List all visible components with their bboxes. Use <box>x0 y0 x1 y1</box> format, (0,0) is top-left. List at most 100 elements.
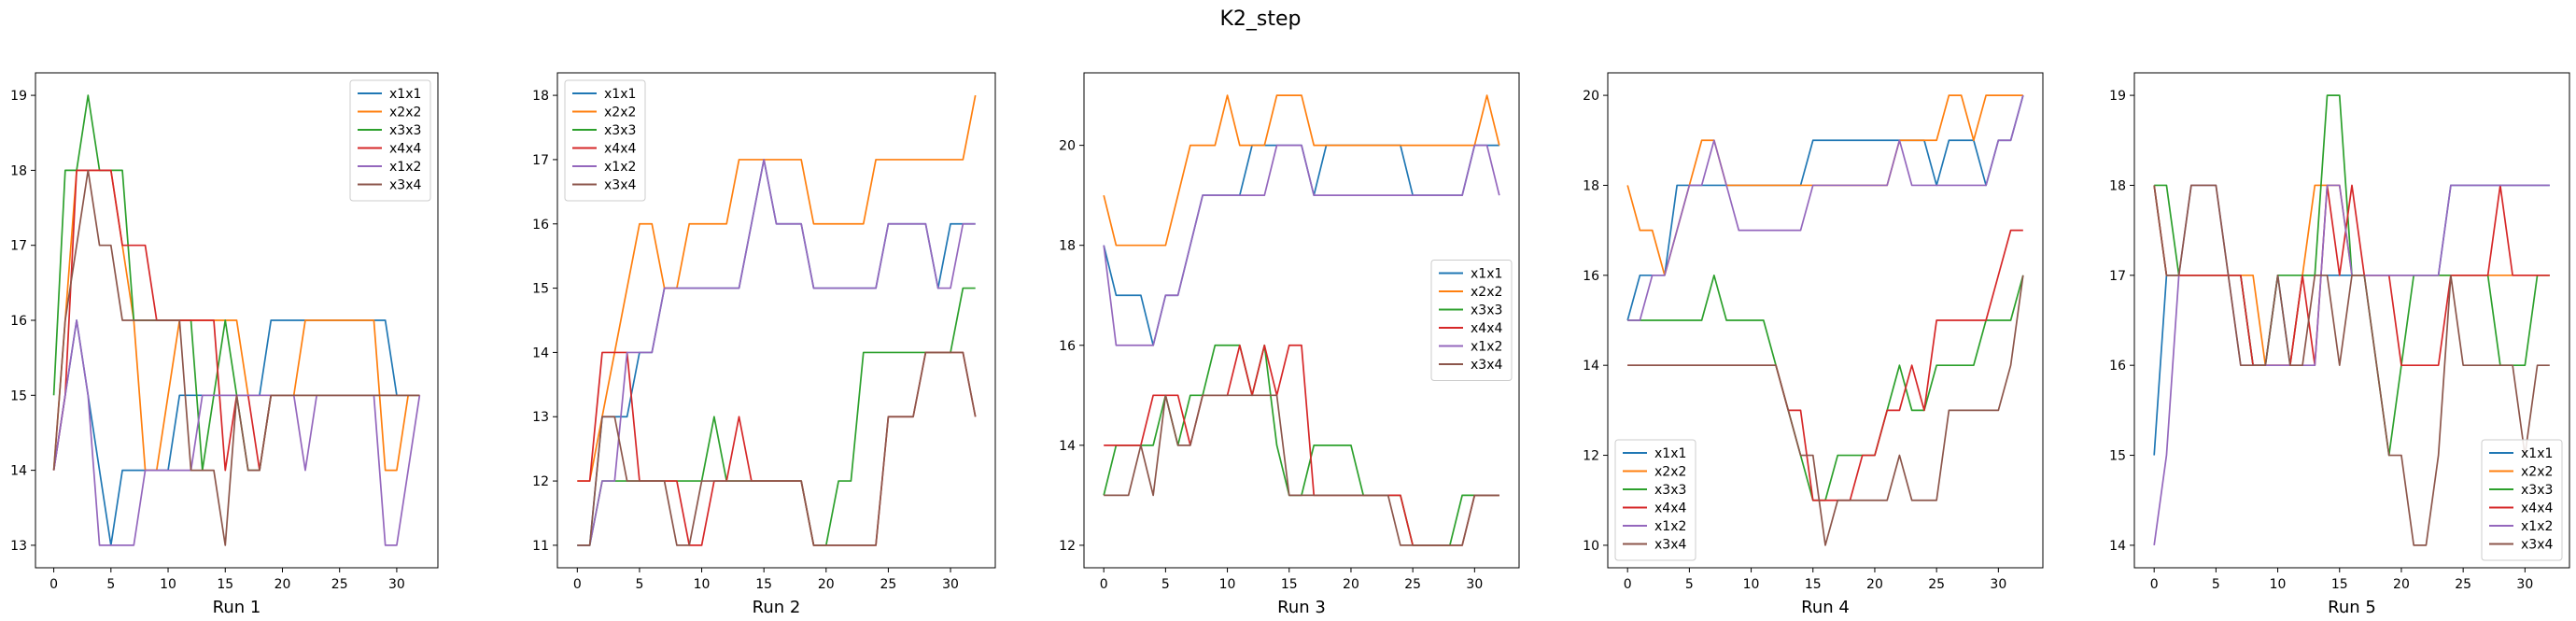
axes-frame <box>1607 72 2044 569</box>
legend-label: x2x2 <box>1471 285 1502 300</box>
x-axis-label: Run 5 <box>2328 598 2376 617</box>
x-tick-label: 25 <box>1404 577 1421 592</box>
y-tick-label: 13 <box>532 410 549 425</box>
x-tick-label: 10 <box>1743 577 1760 592</box>
y-tick-label: 16 <box>2109 359 2126 374</box>
legend-box <box>564 79 646 202</box>
x-tick-label: 20 <box>274 577 291 592</box>
legend-label: x1x2 <box>2521 519 2553 534</box>
x-tick-label: 20 <box>818 577 835 592</box>
x-tick-label: 15 <box>1805 577 1822 592</box>
chart-panel-2: 0 5 10 15 20 25 30 11 12 13 14 15 16 17 18 Run 2 x1x1 x2x… <box>532 72 996 617</box>
series-line-x3x4 <box>577 351 977 546</box>
legend: x1x1 x2x2 x3x3 x4x4 x1x2 x3x4 <box>1614 439 1696 561</box>
x-tick-label: 10 <box>694 577 711 592</box>
legend-label: x1x2 <box>604 160 636 175</box>
x-tick-label: 20 <box>2393 577 2410 592</box>
y-tick-label: 13 <box>10 539 27 554</box>
legend-label: x3x3 <box>604 123 636 138</box>
x-tick-label: 20 <box>1866 577 1883 592</box>
x-tick-label: 25 <box>331 577 348 592</box>
x-tick-label: 5 <box>1685 577 1694 592</box>
x-tick-label: 5 <box>1161 577 1170 592</box>
legend-label: x4x4 <box>2521 501 2553 516</box>
x-tick-label: 15 <box>755 577 772 592</box>
chart-panel-5: 0 5 10 15 20 25 30 14 15 16 17 18 19 Run 5 x1x1 x2x2 x3x… <box>2109 72 2570 617</box>
y-tick-label: 15 <box>532 282 549 297</box>
legend-label: x1x1 <box>2521 446 2553 461</box>
x-axis-label: Run 4 <box>1801 598 1850 617</box>
y-tick-label: 14 <box>532 346 549 360</box>
x-tick-label: 0 <box>2150 577 2159 592</box>
y-tick-label: 12 <box>1583 449 1599 464</box>
x-tick-label: 30 <box>942 577 959 592</box>
y-tick-label: 16 <box>1583 269 1599 284</box>
series-line-x3x4 <box>52 169 420 546</box>
x-tick-label: 25 <box>880 577 897 592</box>
y-tick-label: 10 <box>1583 539 1599 554</box>
figure-title: K2_step <box>1219 7 1301 31</box>
legend-label: x3x4 <box>1654 538 1686 553</box>
legend-label: x1x2 <box>1654 519 1686 534</box>
y-tick-label: 18 <box>1059 239 1076 254</box>
x-axis-label: Run 2 <box>753 598 801 617</box>
y-tick-label: 12 <box>1059 539 1076 554</box>
legend-label: x3x4 <box>1471 358 1502 373</box>
y-tick-label: 14 <box>1059 439 1076 454</box>
series-line-x1x2 <box>577 159 976 546</box>
legend-label: x4x4 <box>389 142 421 157</box>
x-tick-label: 30 <box>1466 577 1483 592</box>
axes-frame <box>1083 72 1520 569</box>
x-tick-label: 0 <box>49 577 58 592</box>
legend-label: x1x2 <box>1471 340 1502 355</box>
legend-label: x1x1 <box>1654 446 1686 461</box>
y-tick-label: 18 <box>10 163 27 178</box>
legend-label: x3x3 <box>2521 483 2553 498</box>
x-tick-label: 0 <box>573 577 582 592</box>
legend: x1x1 x2x2 x3x3 x4x4 x1x2 x3x4 <box>2481 439 2563 561</box>
y-tick-label: 14 <box>2109 539 2126 554</box>
axes-frame <box>2133 72 2570 569</box>
y-tick-label: 20 <box>1583 89 1599 104</box>
x-tick-label: 15 <box>1281 577 1298 592</box>
x-tick-label: 0 <box>1100 577 1108 592</box>
legend-box <box>1614 439 1696 561</box>
legend: x1x1 x2x2 x3x3 x4x4 x1x2 x3x4 <box>349 79 431 202</box>
y-tick-label: 19 <box>2109 89 2126 104</box>
x-tick-label: 5 <box>635 577 643 592</box>
legend-label: x2x2 <box>2521 465 2553 480</box>
x-tick-label: 10 <box>2270 577 2287 592</box>
y-tick-label: 19 <box>10 89 27 104</box>
x-tick-label: 30 <box>2516 577 2533 592</box>
y-tick-label: 14 <box>1583 359 1599 374</box>
legend-label: x2x2 <box>1654 465 1686 480</box>
legend-box <box>2481 439 2563 561</box>
x-axis-label: Run 3 <box>1277 598 1326 617</box>
x-tick-label: 15 <box>217 577 233 592</box>
x-tick-label: 15 <box>2331 577 2348 592</box>
series-line-x3x4 <box>1627 275 2024 546</box>
y-tick-label: 16 <box>532 218 549 233</box>
chart-panel-4: 0 5 10 15 20 25 30 10 12 14 16 18 20 Run 4 x1x1 x2x2 x3x… <box>1583 72 2044 617</box>
y-tick-label: 15 <box>2109 449 2126 464</box>
y-tick-label: 15 <box>10 388 27 403</box>
y-tick-label: 18 <box>532 89 549 104</box>
series-line-x3x4 <box>2153 184 2550 546</box>
x-tick-label: 0 <box>1624 577 1632 592</box>
legend-label: x4x4 <box>1471 321 1502 336</box>
legend-label: x1x1 <box>604 87 636 102</box>
x-tick-label: 10 <box>160 577 176 592</box>
y-tick-label: 18 <box>2109 178 2126 193</box>
y-tick-label: 17 <box>2109 269 2126 284</box>
legend-label: x4x4 <box>1654 501 1686 516</box>
legend: x1x1 x2x2 x3x3 x4x4 x1x2 x3x4 <box>564 79 646 202</box>
legend-label: x3x3 <box>389 123 421 138</box>
x-tick-label: 30 <box>1990 577 2006 592</box>
y-tick-label: 11 <box>532 539 549 554</box>
legend-label: x3x4 <box>604 178 636 193</box>
y-tick-label: 17 <box>532 153 549 168</box>
y-tick-label: 17 <box>10 239 27 254</box>
legend-label: x4x4 <box>604 142 636 157</box>
y-tick-label: 18 <box>1583 178 1599 193</box>
